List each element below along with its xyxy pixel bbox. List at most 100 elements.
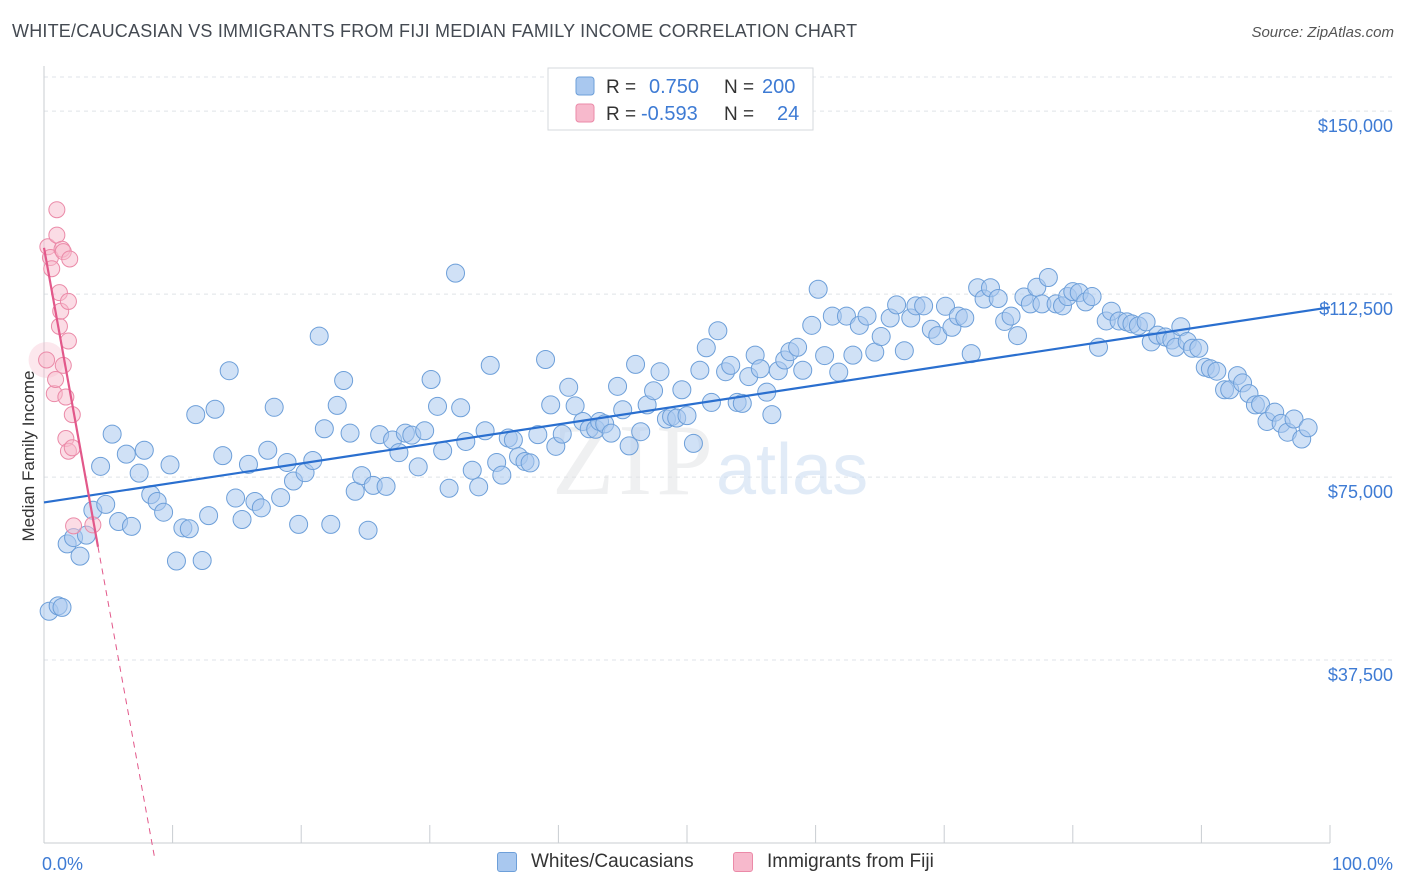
- point-whites: [1008, 326, 1028, 346]
- point-whites: [520, 453, 540, 473]
- legend-r-value-fiji: -0.593: [641, 103, 698, 125]
- point-whites: [232, 510, 252, 530]
- x-tick-label-end: 100.0%: [1332, 854, 1393, 874]
- point-whites: [251, 498, 271, 518]
- watermark-atlas: atlas: [716, 430, 868, 510]
- point-whites: [1001, 306, 1021, 326]
- point-whites: [955, 308, 975, 328]
- point-whites: [1189, 338, 1209, 358]
- point-whites: [988, 289, 1008, 309]
- point-whites: [428, 396, 448, 416]
- point-whites: [116, 444, 136, 464]
- bottom-legend-swatch-fiji: [733, 852, 753, 872]
- bottom-legend-swatch-whites: [497, 852, 517, 872]
- point-whites: [829, 362, 849, 382]
- legend-n-label-whites: N =: [724, 77, 754, 98]
- point-whites: [1298, 418, 1318, 438]
- point-whites: [192, 551, 212, 571]
- point-whites: [226, 488, 246, 508]
- point-whites: [199, 506, 219, 526]
- point-whites: [683, 433, 703, 453]
- point-whites: [836, 306, 856, 326]
- point-whites: [186, 405, 206, 425]
- point-whites: [750, 359, 770, 379]
- point-whites: [935, 296, 955, 316]
- point-whites: [1038, 268, 1058, 288]
- point-whites: [462, 460, 482, 480]
- point-whites: [815, 346, 835, 366]
- point-whites: [213, 446, 233, 466]
- bottom-legend-label-fiji: Immigrants from Fiji: [767, 851, 934, 872]
- point-whites: [541, 395, 561, 415]
- source-credit: Source: ZipAtlas.com: [1251, 24, 1394, 41]
- point-whites: [708, 321, 728, 341]
- legend-n-label-fiji: N =: [724, 104, 754, 125]
- point-whites: [309, 326, 329, 346]
- bottom-legend-item-whites: Whites/Caucasians: [497, 851, 694, 873]
- point-fiji: [63, 439, 81, 457]
- point-fiji: [59, 292, 77, 310]
- point-whites: [696, 338, 716, 358]
- point-whites: [271, 488, 291, 508]
- point-whites: [887, 295, 907, 315]
- point-whites: [52, 597, 72, 617]
- point-whites: [480, 355, 500, 375]
- y-tick-label: $37,500: [1328, 665, 1393, 685]
- point-whites: [129, 463, 149, 483]
- point-whites: [492, 465, 512, 485]
- point-whites: [631, 422, 651, 442]
- legend-n-value-whites: 200: [762, 76, 795, 98]
- point-whites: [121, 516, 141, 536]
- point-whites: [456, 431, 476, 451]
- chart-title: WHITE/CAUCASIAN VS IMMIGRANTS FROM FIJI …: [12, 21, 858, 41]
- point-whites: [601, 423, 621, 443]
- legend-swatch-whites: [575, 76, 595, 96]
- point-fiji: [61, 250, 79, 268]
- point-whites: [762, 405, 782, 425]
- point-whites: [536, 349, 556, 369]
- point-whites: [1082, 287, 1102, 307]
- point-whites: [894, 341, 914, 361]
- bottom-legend-label-whites: Whites/Caucasians: [531, 851, 694, 872]
- y-tick-label: $150,000: [1318, 116, 1393, 136]
- trend-line-fiji-extension: [97, 546, 156, 858]
- point-whites: [690, 360, 710, 380]
- bottom-legend: Whites/Caucasians Immigrants from Fiji: [0, 851, 1406, 879]
- point-whites: [154, 502, 174, 522]
- point-whites: [802, 315, 822, 335]
- y-tick-label: $112,500: [1319, 299, 1393, 319]
- point-whites: [788, 337, 808, 357]
- point-fiji: [65, 517, 83, 535]
- x-tick-label-start: 0.0%: [42, 854, 83, 874]
- point-whites: [626, 354, 646, 374]
- point-whites: [421, 369, 441, 389]
- legend-r-value-whites: 0.750: [649, 76, 699, 98]
- point-whites: [808, 279, 828, 299]
- point-whites: [258, 440, 278, 460]
- point-whites: [857, 306, 877, 326]
- point-whites: [650, 362, 670, 382]
- point-whites: [1284, 409, 1304, 429]
- point-whites: [644, 381, 664, 401]
- point-whites: [677, 406, 697, 426]
- point-whites: [134, 440, 154, 460]
- legend-n-value-fiji: 24: [777, 103, 799, 125]
- point-whites: [608, 376, 628, 396]
- point-whites: [871, 327, 891, 347]
- trend-line-fiji: [42, 247, 100, 548]
- point-whites: [327, 395, 347, 415]
- point-whites: [376, 476, 396, 496]
- point-whites: [238, 454, 258, 474]
- point-whites: [446, 263, 466, 283]
- point-fiji: [38, 351, 56, 369]
- point-whites: [469, 477, 489, 497]
- point-whites: [408, 457, 428, 477]
- point-whites: [314, 419, 334, 439]
- point-whites: [334, 370, 354, 390]
- point-fiji: [48, 226, 66, 244]
- point-whites: [96, 494, 116, 514]
- y-axis-title: Median Family Income: [19, 370, 38, 541]
- point-whites: [619, 436, 639, 456]
- point-whites: [914, 296, 934, 316]
